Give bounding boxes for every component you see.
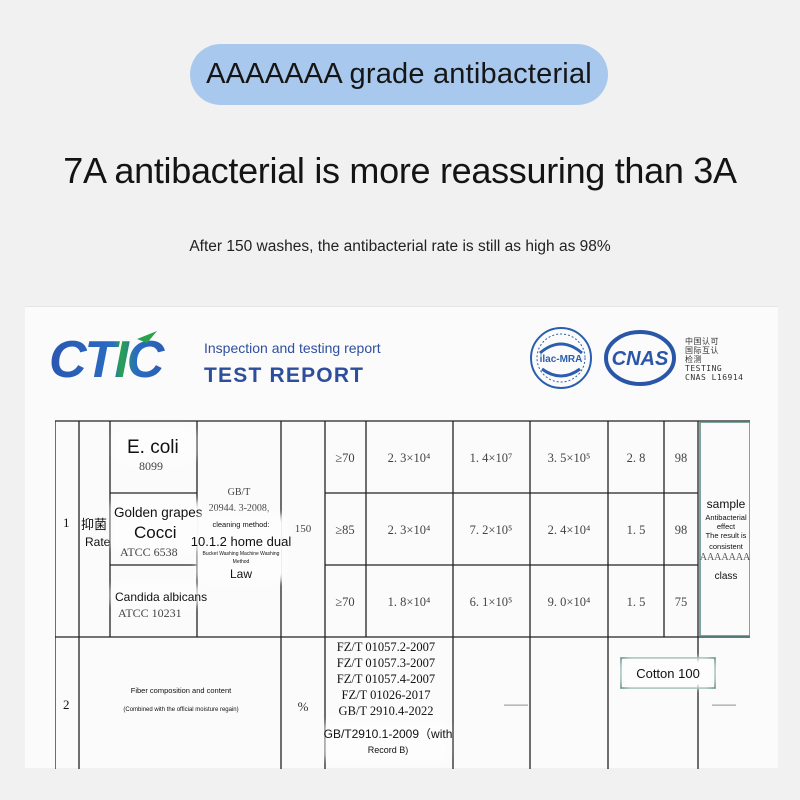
row2-standard-5: GB/T 2910.4-2022 <box>338 704 434 718</box>
results-table: 1 抑菌 Rate E. coli 8099 Golden grapes Coc… <box>55 419 750 769</box>
row1-item-en: Rate <box>85 535 111 549</box>
row2-standard-2: FZ/T 01057.3-2007 <box>336 656 436 670</box>
bacteria-1-code: 8099 <box>139 459 163 473</box>
ctic-logo: CTIC <box>49 329 199 389</box>
result-class: class <box>714 571 738 582</box>
result-consistent-2: consistent <box>709 542 743 551</box>
row2-unit: % <box>297 699 309 714</box>
r3-col-c: 9. 0×10⁴ <box>547 595 591 609</box>
row1-number: 1 <box>63 515 70 530</box>
result-consistent-1: The result is <box>705 531 747 540</box>
standard-line2: 20944. 3-2008, <box>208 503 270 514</box>
standard-line1: GB/T <box>227 487 251 498</box>
bacteria-3-code: ATCC 10231 <box>118 606 182 620</box>
cnas-accreditation-text: 中国认可 国际互认 检测 TESTING CNAS L16914 <box>685 337 744 382</box>
r1-col-e: 98 <box>674 451 688 465</box>
result-effect-1: Antibacterial <box>705 513 747 522</box>
method-small-1: Bucket Washing Machine Washing <box>202 551 280 557</box>
r1-col-d: 2. 8 <box>626 451 646 465</box>
bacteria-2-name-line2: Cocci <box>134 523 177 542</box>
r2-col-b: 7. 2×10⁵ <box>469 523 513 537</box>
r1-col-b: 1. 4×10⁷ <box>469 451 513 465</box>
r3-col-e: 75 <box>674 595 688 609</box>
row2-dash-2: —— <box>712 697 736 711</box>
row2-standard-1: FZ/T 01057.2-2007 <box>336 640 436 654</box>
bacteria-2-name-line1: Golden grapes <box>114 505 203 520</box>
row2-standard-3: FZ/T 01057.4-2007 <box>336 672 436 686</box>
r2-col-d: 1. 5 <box>626 523 646 537</box>
row1-item-cn: 抑菌 <box>81 517 108 532</box>
row2-item: Fiber composition and content <box>130 686 232 695</box>
ilac-mra-logo: ilac-MRA <box>528 325 594 391</box>
row2-result: Cotton 100 <box>636 666 700 681</box>
report-subtitle: Inspection and testing report <box>204 340 381 356</box>
svg-text:CNAS: CNAS <box>612 348 669 370</box>
bacteria-3-name: Candida albicans <box>115 590 208 604</box>
row2-dash-1: —— <box>504 697 528 711</box>
table-grid-lines <box>55 420 750 769</box>
r3-col-b: 6. 1×10⁵ <box>469 595 513 609</box>
subline: After 150 washes, the antibacterial rate… <box>189 238 611 255</box>
r3-requirement: ≥70 <box>335 595 355 609</box>
svg-text:ilac-MRA: ilac-MRA <box>540 354 583 365</box>
wash-count: 150 <box>294 523 312 535</box>
r1-requirement: ≥70 <box>335 451 355 465</box>
r2-col-e: 98 <box>674 523 688 537</box>
method-name: 10.1.2 home dual <box>190 534 292 549</box>
grade-banner-label: AAAAAAA grade antibacterial <box>206 58 592 90</box>
test-report: CTIC Inspection and testing report TEST … <box>25 306 778 769</box>
r3-col-d: 1. 5 <box>626 595 646 609</box>
grade-banner: AAAAAAA grade antibacterial <box>190 44 608 105</box>
bacteria-2-code: ATCC 6538 <box>120 545 178 559</box>
method-law: Law <box>229 567 253 581</box>
row2-standard-4: FZ/T 01026-2017 <box>341 688 431 702</box>
r2-col-c: 2. 4×10⁴ <box>547 523 591 537</box>
cnas-logo: CNAS <box>603 329 677 387</box>
r3-col-a: 1. 8×10⁴ <box>387 595 431 609</box>
r2-requirement: ≥85 <box>335 523 355 537</box>
method-label: cleaning method: <box>212 520 270 529</box>
row2-number: 2 <box>63 697 70 712</box>
row2-standard-extra-2: Record B) <box>367 745 409 755</box>
report-title: TEST REPORT <box>204 364 365 387</box>
row2-item-note: (Combined with the official moisture reg… <box>123 707 239 713</box>
result-effect-2: effect <box>716 522 736 531</box>
headline: 7A antibacterial is more reassuring than… <box>63 150 737 191</box>
r2-col-a: 2. 3×10⁴ <box>387 523 431 537</box>
row2-standard-extra-1: GB/T2910.1-2009（with <box>323 727 453 741</box>
r1-col-a: 2. 3×10⁴ <box>387 451 431 465</box>
bacteria-1-name: E. coli <box>127 437 179 458</box>
r1-col-c: 3. 5×10⁵ <box>547 451 591 465</box>
result-grade: AAAAAAA <box>699 552 751 563</box>
result-sample: sample <box>706 497 746 511</box>
method-small-2: Method <box>232 559 250 565</box>
